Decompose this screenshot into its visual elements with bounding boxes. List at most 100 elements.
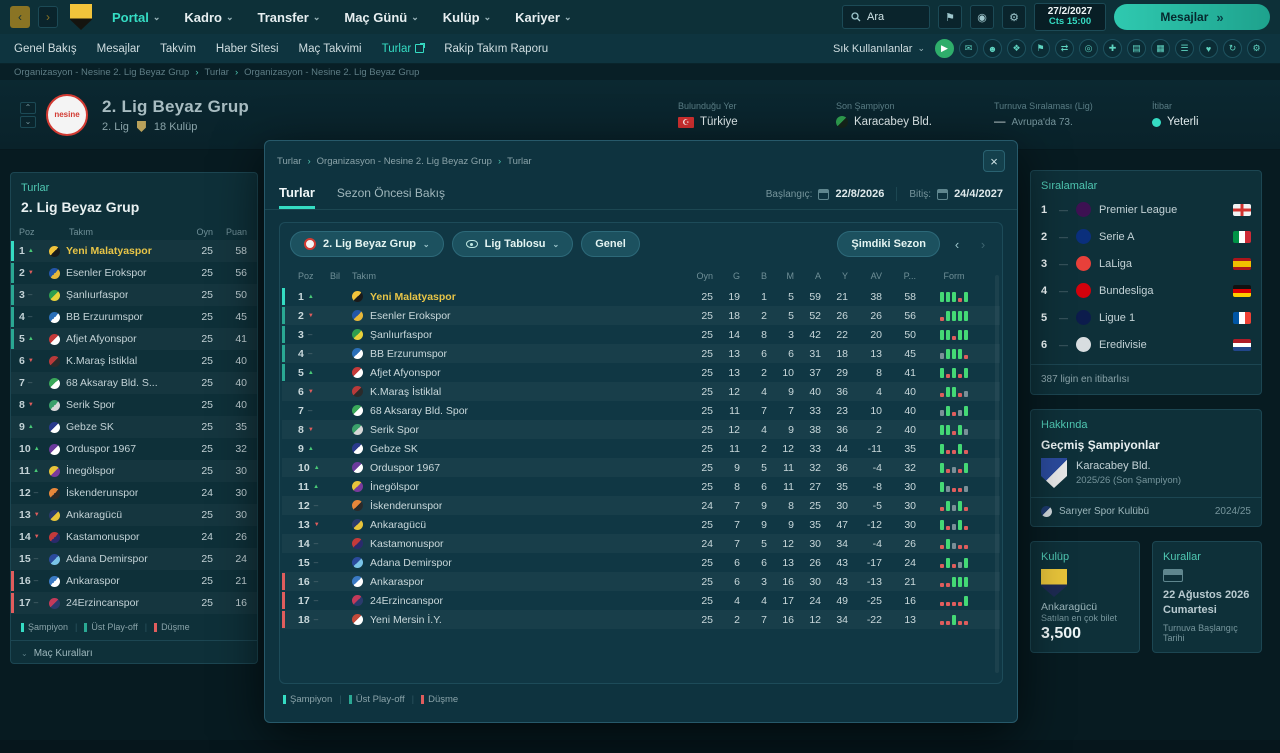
prev-competition-button[interactable]: ⌃ — [20, 101, 36, 114]
medical-icon[interactable]: ✚ — [1103, 39, 1122, 58]
forward-button[interactable]: › — [38, 6, 58, 28]
inbox-icon[interactable]: ✉ — [959, 39, 978, 58]
standings-row-i-neg-lspor[interactable]: 11 ▲ İnegölspor 25 30 — [11, 460, 257, 482]
table-row-esenler-erokspor[interactable]: 2 ▼ Esenler Erokspor 25 18 2 5 52 26 26 56 — [282, 306, 1000, 325]
squad-icon[interactable]: ☻ — [983, 39, 1002, 58]
tab-turlar[interactable]: Turlar — [279, 185, 315, 209]
standings-row-serik-spor[interactable]: 8 ▼ Serik Spor 25 40 — [19, 399, 247, 411]
table-row-adana-demirspor[interactable]: 15– Adana Demirspor 25 6 6 13 26 43 -17 24 — [282, 553, 1000, 572]
date-box[interactable]: 27/2/2027 Cts 15:00 — [1034, 3, 1106, 31]
club-crest-icon[interactable] — [70, 4, 92, 30]
table-row-i-neg-lspor[interactable]: 11 ▲ İnegölspor 25 8 6 11 27 35 -8 30 — [282, 477, 1000, 496]
menu-kul-p[interactable]: Kulüp ⌄ — [442, 9, 492, 25]
table-row-24erzincanspor[interactable]: 17– 24Erzincanspor 25 4 4 17 24 49 -25 16 — [282, 591, 1000, 610]
table-row-yeni-malatyaspor[interactable]: 1 ▲ Yeni Malatyaspor 25 19 1 5 59 21 38 58 — [282, 287, 1000, 306]
previous-champion-row[interactable]: Sarıyer Spor Kulübü 2024/25 — [1041, 506, 1251, 517]
table-row-kastamonuspor[interactable]: 14– Kastamonuspor 24 7 5 12 30 34 -4 26 — [282, 534, 1000, 553]
standings-row-24erzincanspor[interactable]: 17– 24Erzincanspor 25 16 — [11, 592, 257, 614]
breadcrumb-segment[interactable]: Turlar — [277, 155, 302, 167]
table-row-ankaraspor[interactable]: 16– Ankaraspor 25 6 3 16 30 43 -13 21 — [282, 572, 1000, 591]
close-icon[interactable]: × — [983, 150, 1005, 172]
table-row-k-mara-i-stiklal[interactable]: 6 ▼ K.Maraş İstiklal 25 12 4 9 40 36 4 40 — [282, 382, 1000, 401]
end-date[interactable]: 24/4/2027 — [954, 188, 1003, 200]
standings-row-68-aksaray-bld-s[interactable]: 7– 68 Aksaray Bld. S... 25 40 — [11, 372, 257, 394]
subnav-haber-sitesi[interactable]: Haber Sitesi — [215, 42, 279, 55]
messages-button[interactable]: Mesajlar » — [1114, 4, 1270, 30]
subnav-ma-takvimi[interactable]: Maç Takvimi — [298, 42, 362, 55]
standings-row-kastamonuspor[interactable]: 14 ▼ Kastamonuspor 24 26 — [19, 531, 247, 543]
standings-row-gebze-sk[interactable]: 9 ▲ Gebze SK 25 35 — [11, 416, 257, 438]
scouting-icon[interactable]: ◎ — [1079, 39, 1098, 58]
continue-button[interactable]: ▶ — [935, 39, 954, 58]
bookmark-icon[interactable]: ⚑ — [938, 5, 962, 29]
table-row-orduspor-1967[interactable]: 10 ▲ Orduspor 1967 25 9 5 11 32 36 -4 32 — [282, 458, 1000, 477]
standings-row-afjet-afyonspor[interactable]: 5 ▲ Afjet Afyonspor 25 41 — [11, 328, 257, 350]
next-season-icon[interactable]: › — [974, 233, 992, 255]
breadcrumb-segment[interactable]: Turlar — [507, 155, 532, 167]
standings-row-adana-demirspor[interactable]: 15– Adana Demirspor 25 24 — [11, 548, 257, 570]
search-box[interactable]: Ara — [842, 5, 930, 29]
menu-ma-g-n[interactable]: Maç Günü ⌄ — [344, 9, 419, 25]
champion-name[interactable]: Karacabey Bld. — [1076, 460, 1151, 472]
favorites-dropdown[interactable]: Sık Kullanılanlar ⌄ — [832, 42, 925, 55]
next-competition-button[interactable]: ⌄ — [20, 115, 36, 128]
transfers-icon[interactable]: ⇄ — [1055, 39, 1074, 58]
ranking-row-bundesliga[interactable]: 4 — Bundesliga — [1041, 277, 1251, 304]
standings-row-yeni-malatyaspor[interactable]: 1 ▲ Yeni Malatyaspor 25 58 — [11, 240, 257, 262]
subnav-takvim[interactable]: Takvim — [160, 42, 196, 55]
subnav-genel-bak[interactable]: Genel Bakış — [14, 42, 77, 55]
breadcrumb-segment[interactable]: Organizasyon - Nesine 2. Lig Beyaz Grup — [316, 155, 492, 167]
settings-gear-icon[interactable]: ⚙ — [1002, 5, 1026, 29]
back-button[interactable]: ‹ — [10, 6, 30, 28]
ranking-row-eredivisie[interactable]: 6 — Eredivisie — [1041, 331, 1251, 358]
tactics-icon[interactable]: ❖ — [1007, 39, 1026, 58]
breadcrumb-segment[interactable]: Organizasyon - Nesine 2. Lig Beyaz Grup — [14, 66, 190, 78]
standings-row-anl-urfaspor[interactable]: 3– Şanlıurfaspor 25 50 — [11, 284, 257, 306]
table-row-afjet-afyonspor[interactable]: 5 ▲ Afjet Afyonspor 25 13 2 10 37 29 8 41 — [282, 363, 1000, 382]
breadcrumb-segment[interactable]: Organizasyon - Nesine 2. Lig Beyaz Grup — [244, 66, 420, 78]
table-row-bb-erzurumspor[interactable]: 4– BB Erzurumspor 25 13 6 6 31 18 13 45 — [282, 344, 1000, 363]
finances-icon[interactable]: ▤ — [1127, 39, 1146, 58]
competition-dropdown[interactable]: 2. Lig Beyaz Grup ⌄ — [290, 231, 444, 257]
tab-sezon-ncesi-bak[interactable]: Sezon Öncesi Bakış — [336, 186, 445, 200]
standings-row-esenler-erokspor[interactable]: 2 ▼ Esenler Erokspor 25 56 — [11, 262, 257, 284]
table-row-ankarag-c[interactable]: 13 ▼ Ankaragücü 25 7 9 9 35 47 -12 30 — [282, 515, 1000, 534]
table-row-anl-urfaspor[interactable]: 3– Şanlıurfaspor 25 14 8 3 42 22 20 50 — [282, 325, 1000, 344]
table-row-serik-spor[interactable]: 8 ▼ Serik Spor 25 12 4 9 38 36 2 40 — [282, 420, 1000, 439]
table-row-gebze-sk[interactable]: 9 ▲ Gebze SK 25 11 2 12 33 44 -11 35 — [282, 439, 1000, 458]
ranking-row-serie-a[interactable]: 2 — Serie A — [1041, 223, 1251, 250]
subnav-mesajlar[interactable]: Mesajlar — [96, 42, 141, 55]
ranking-row-ligue-1[interactable]: 5 — Ligue 1 — [1041, 304, 1251, 331]
ranking-row-premier-league[interactable]: 1 — Premier League — [1041, 196, 1251, 223]
menu-kariyer[interactable]: Kariyer ⌄ — [515, 9, 572, 25]
history-icon[interactable]: ↻ — [1223, 39, 1242, 58]
prev-season-icon[interactable]: ‹ — [948, 233, 966, 255]
table-row-68-aksaray-bld-spor[interactable]: 7– 68 Aksaray Bld. Spor 25 11 7 7 33 23 10 40 — [282, 401, 1000, 420]
standings-row-bb-erzurumspor[interactable]: 4– BB Erzurumspor 25 45 — [11, 306, 257, 328]
scrollbar[interactable] — [995, 275, 999, 673]
menu-portal[interactable]: Portal ⌄ — [112, 9, 161, 25]
settings-icon[interactable]: ⚙ — [1247, 39, 1266, 58]
schedule-icon[interactable]: ▦ — [1151, 39, 1170, 58]
start-date[interactable]: 22/8/2026 — [835, 188, 885, 200]
standings-row-orduspor-1967[interactable]: 10 ▲ Orduspor 1967 25 32 — [19, 443, 247, 455]
standings-row-ankaraspor[interactable]: 16– Ankaraspor 25 21 — [11, 570, 257, 592]
current-season-button[interactable]: Şimdiki Sezon — [837, 231, 940, 257]
breadcrumb-segment[interactable]: Turlar — [204, 66, 229, 78]
subnav-rakip-tak-m-raporu[interactable]: Rakip Takım Raporu — [444, 42, 549, 55]
standings-row-i-skenderunspor[interactable]: 12– İskenderunspor 24 30 — [19, 487, 247, 499]
match-rules-link[interactable]: ⌄ Maç Kuralları — [11, 640, 257, 666]
social-icon[interactable]: ♥ — [1199, 39, 1218, 58]
subnav-turlar[interactable]: Turlar — [382, 43, 426, 55]
news-icon[interactable]: ☰ — [1175, 39, 1194, 58]
online-manager-icon[interactable]: ◉ — [970, 5, 994, 29]
view-dropdown[interactable]: Lig Tablosu ⌄ — [451, 231, 574, 257]
table-row-yeni-mersin-i-y[interactable]: 18– Yeni Mersin İ.Y. 25 2 7 16 12 34 -22 13 — [282, 610, 1000, 629]
standings-row-ankarag-c[interactable]: 13 ▼ Ankaragücü 25 30 — [11, 504, 257, 526]
scope-button[interactable]: Genel — [581, 231, 640, 257]
table-row-i-skenderunspor[interactable]: 12– İskenderunspor 24 7 9 8 25 30 -5 30 — [282, 496, 1000, 515]
menu-transfer[interactable]: Transfer ⌄ — [257, 9, 321, 25]
standings-row-k-mara-i-stiklal[interactable]: 6 ▼ K.Maraş İstiklal 25 40 — [19, 355, 247, 367]
menu-kadro[interactable]: Kadro ⌄ — [184, 9, 234, 25]
club-name[interactable]: Ankaragücü — [1041, 601, 1098, 613]
